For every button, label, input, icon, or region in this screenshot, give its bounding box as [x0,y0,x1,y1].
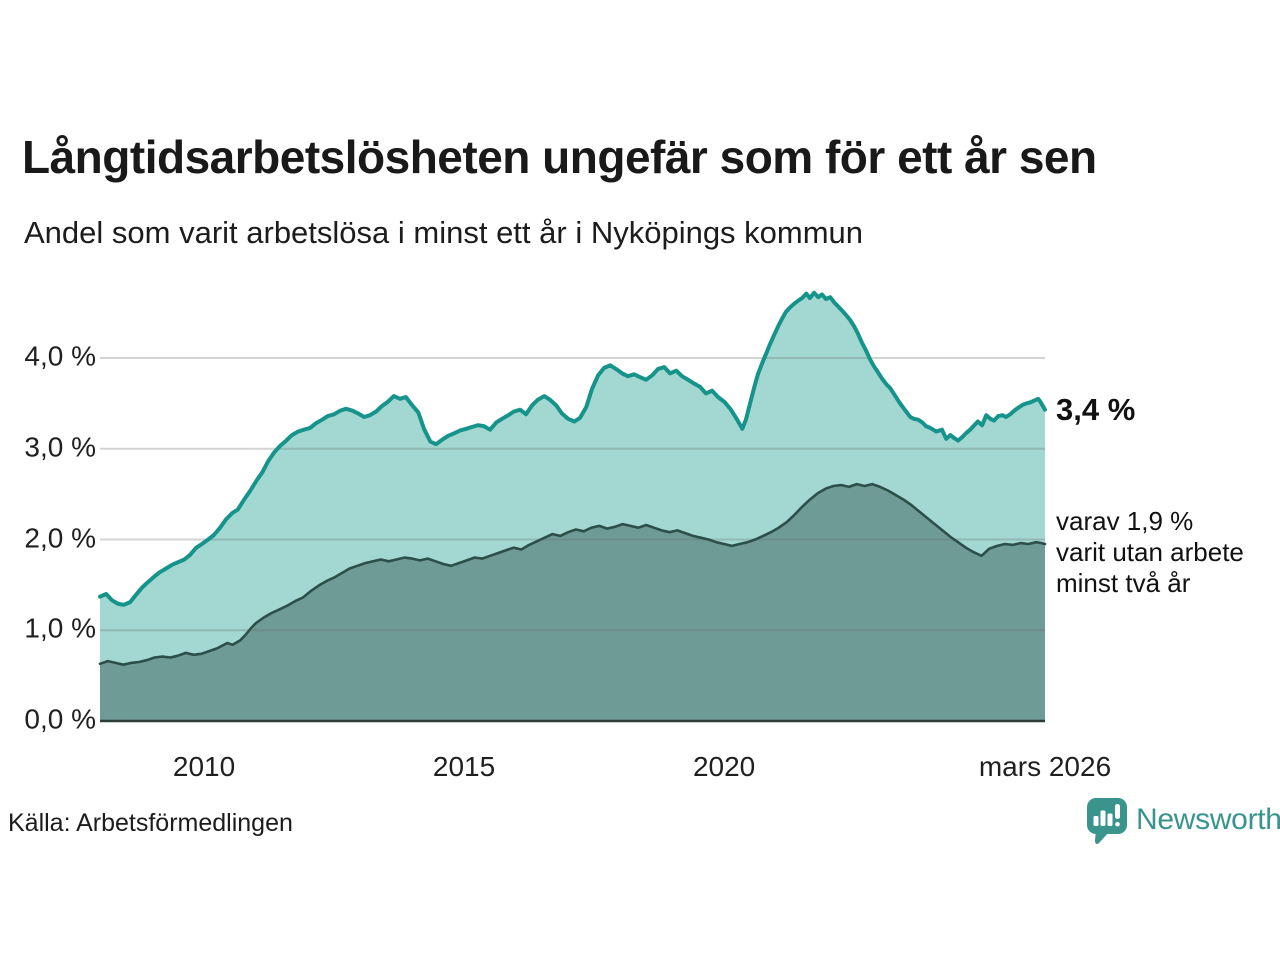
x-tick-label: 2015 [432,751,496,782]
two-year-annotation: varav 1,9 % varit utan arbete minst två … [1056,506,1244,599]
series-line-0 [98,290,1047,607]
page-subtitle: Andel som varit arbetslösa i minst ett å… [24,215,864,250]
series-area-1 [100,484,1045,721]
x-tick-label: mars 2026 [978,751,1112,782]
x-tick-label: 2010 [172,751,236,782]
y-tick-label: 1,0 % [24,612,96,644]
brand-lockup: Newsworthy [1086,797,1280,847]
series-line-1 [98,482,1047,666]
y-tick-label: 3,0 % [24,431,96,463]
latest-value-annotation: 3,4 % [1056,392,1136,427]
y-tick-label: 0,0 % [24,703,96,735]
newsworthy-logo-icon [1087,798,1127,844]
x-tick-label: 2020 [692,751,756,782]
brand-wordmark: Newsworthy [1136,803,1280,836]
y-tick-label: 2,0 % [24,522,96,554]
source-note: Källa: Arbetsförmedlingen [8,809,293,837]
page-title: Långtidsarbetslösheten ungefär som för e… [22,131,1097,183]
y-tick-label: 4,0 % [24,340,96,372]
